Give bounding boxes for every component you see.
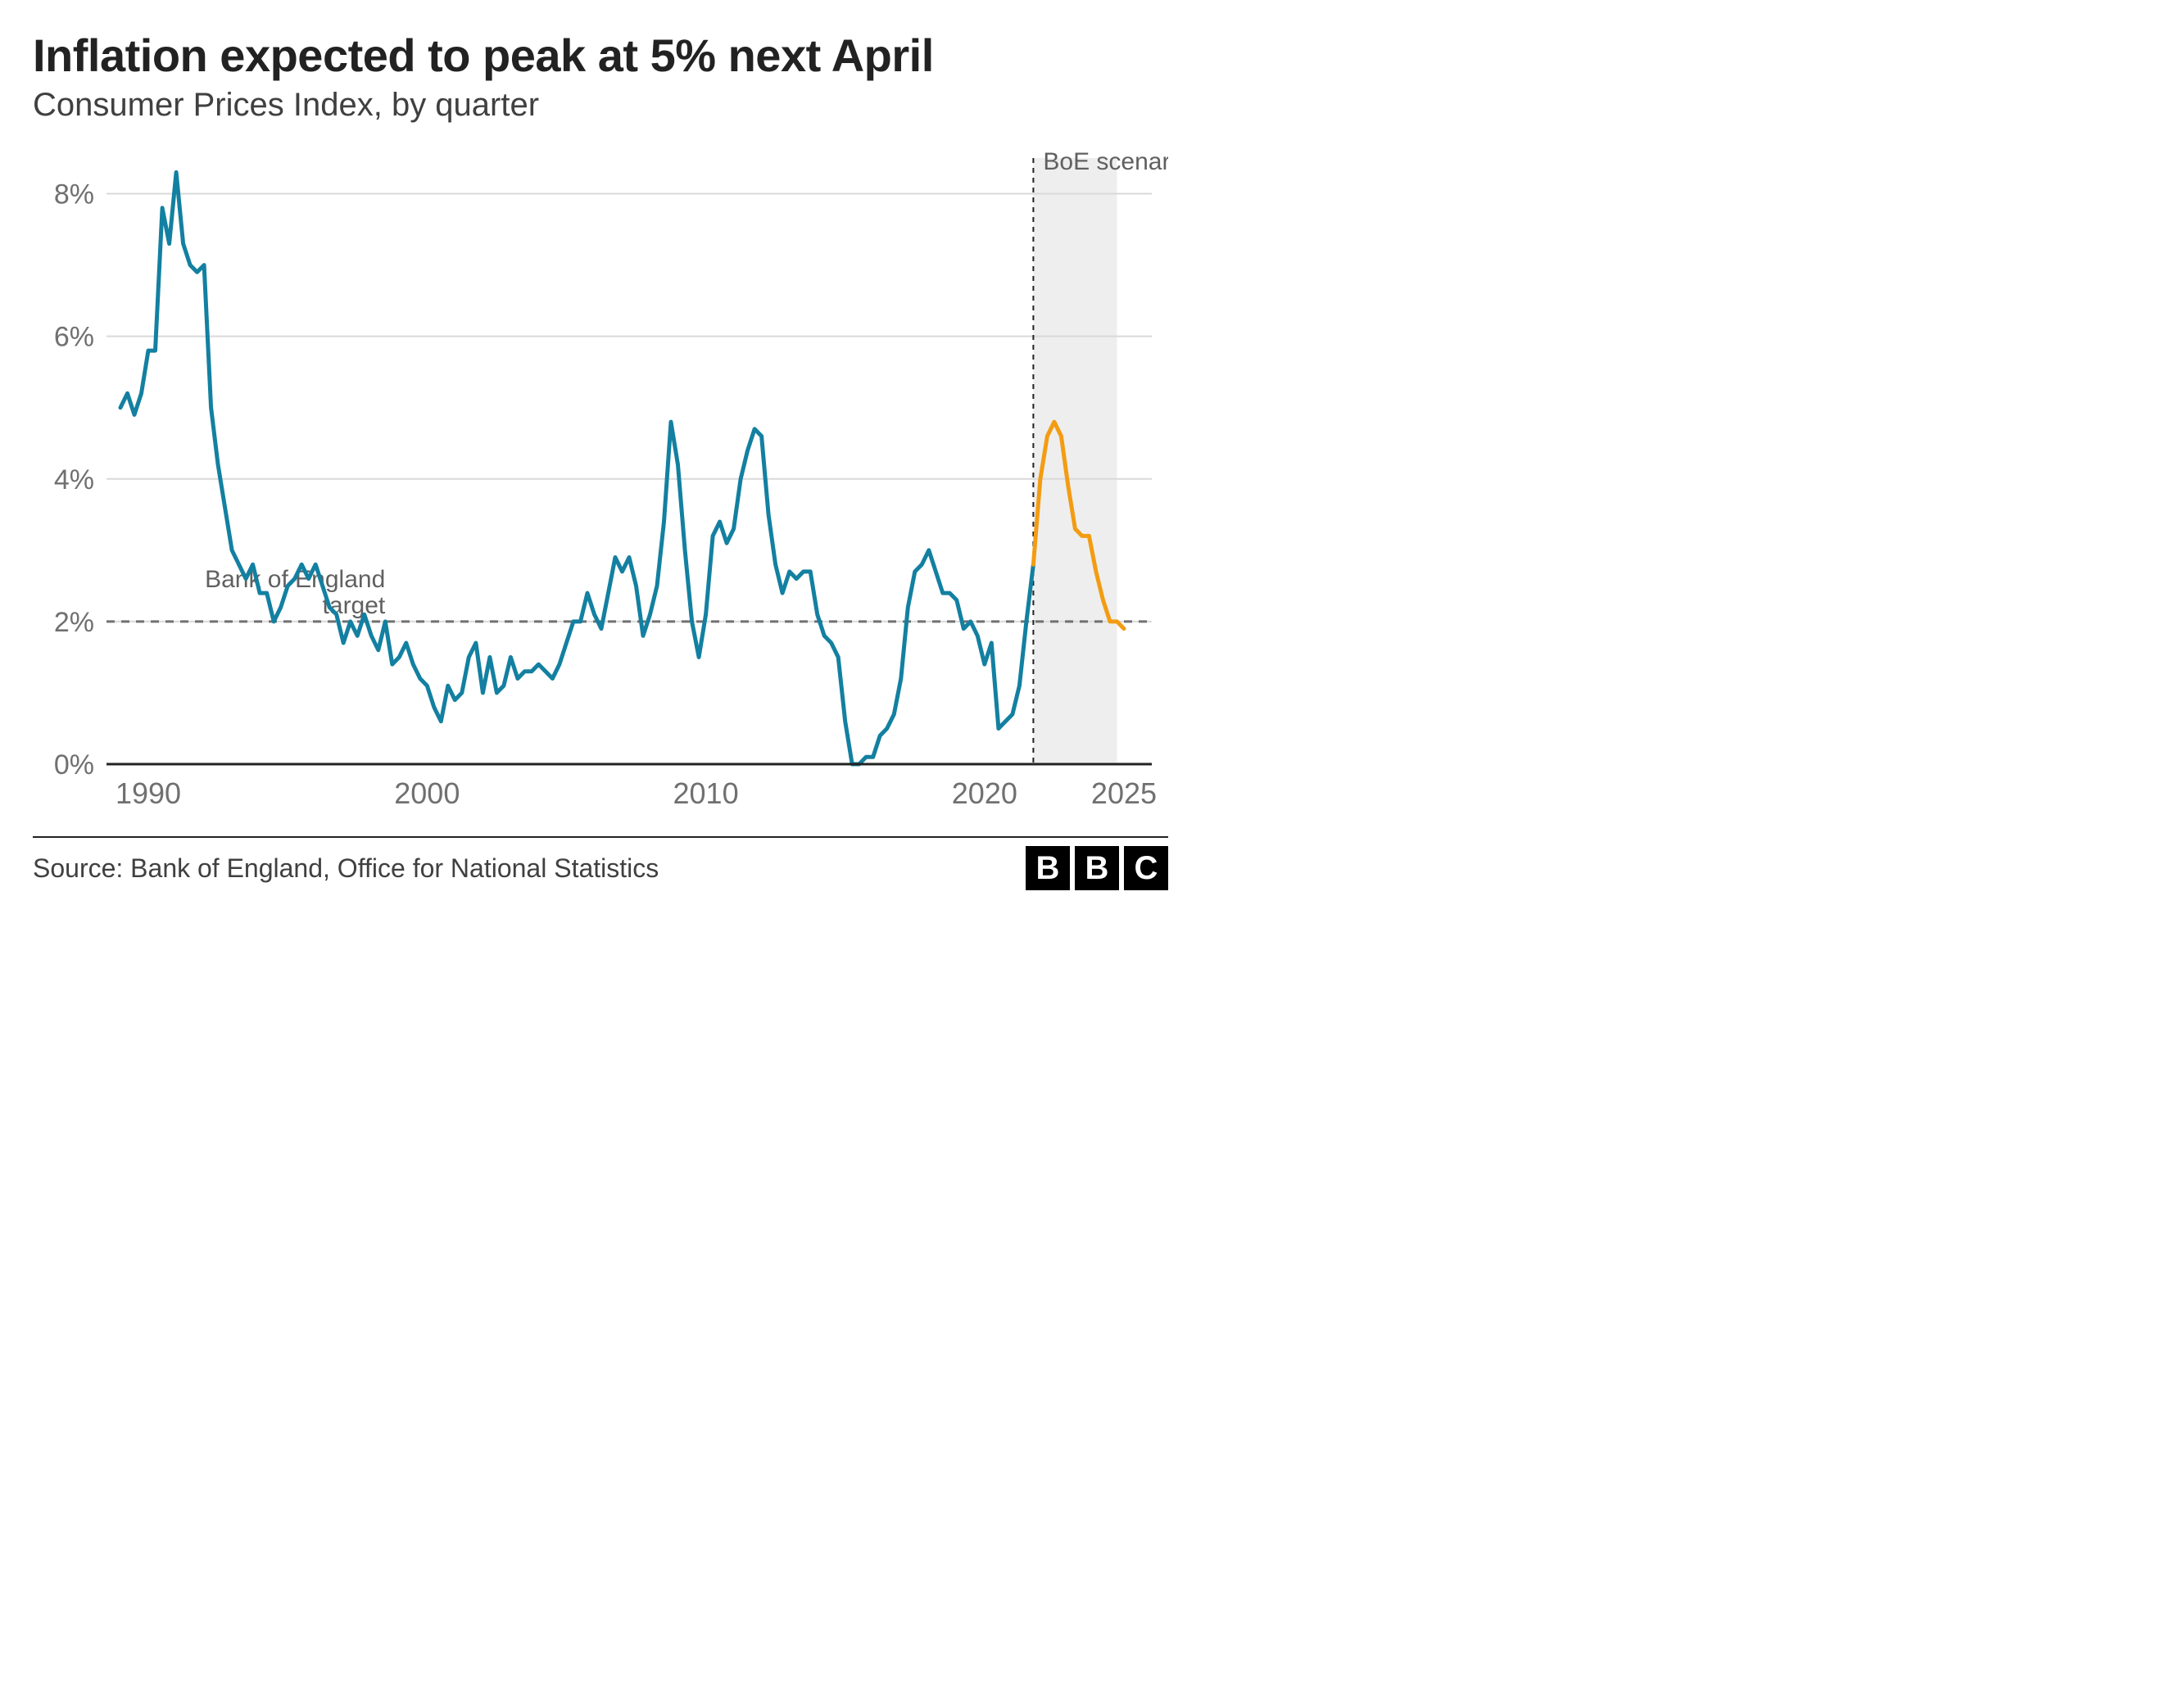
plot-area: 0%2%4%6%8%Bank of EnglandtargetBoE scena…: [33, 142, 1168, 821]
line-chart-svg: 0%2%4%6%8%Bank of EnglandtargetBoE scena…: [33, 142, 1168, 821]
x-tick-label: 2025: [1091, 776, 1157, 810]
y-tick-label: 8%: [54, 179, 94, 210]
bbc-logo-b1: B: [1026, 846, 1070, 890]
y-tick-label: 0%: [54, 749, 94, 781]
y-tick-label: 4%: [54, 464, 94, 496]
y-tick-label: 2%: [54, 607, 94, 638]
chart-title: Inflation expected to peak at 5% next Ap…: [33, 29, 1168, 82]
forecast-band: [1033, 158, 1117, 764]
x-tick-label: 2020: [952, 776, 1017, 810]
y-tick-label: 6%: [54, 322, 94, 353]
bbc-logo: B B C: [1026, 846, 1168, 890]
x-tick-label: 1990: [116, 776, 181, 810]
forecast-label: BoE scenario: [1043, 148, 1168, 175]
x-tick-label: 2010: [673, 776, 739, 810]
chart-subtitle: Consumer Prices Index, by quarter: [33, 87, 1168, 124]
bbc-logo-b2: B: [1075, 846, 1119, 890]
source-text: Source: Bank of England, Office for Nati…: [33, 853, 659, 884]
x-tick-label: 2000: [394, 776, 460, 810]
bbc-logo-c: C: [1124, 846, 1168, 890]
chart-container: Inflation expected to peak at 5% next Ap…: [0, 0, 1201, 938]
series-historical: [120, 172, 1033, 764]
chart-footer: Source: Bank of England, Office for Nati…: [33, 836, 1168, 890]
target-label-line2: target: [323, 592, 386, 619]
